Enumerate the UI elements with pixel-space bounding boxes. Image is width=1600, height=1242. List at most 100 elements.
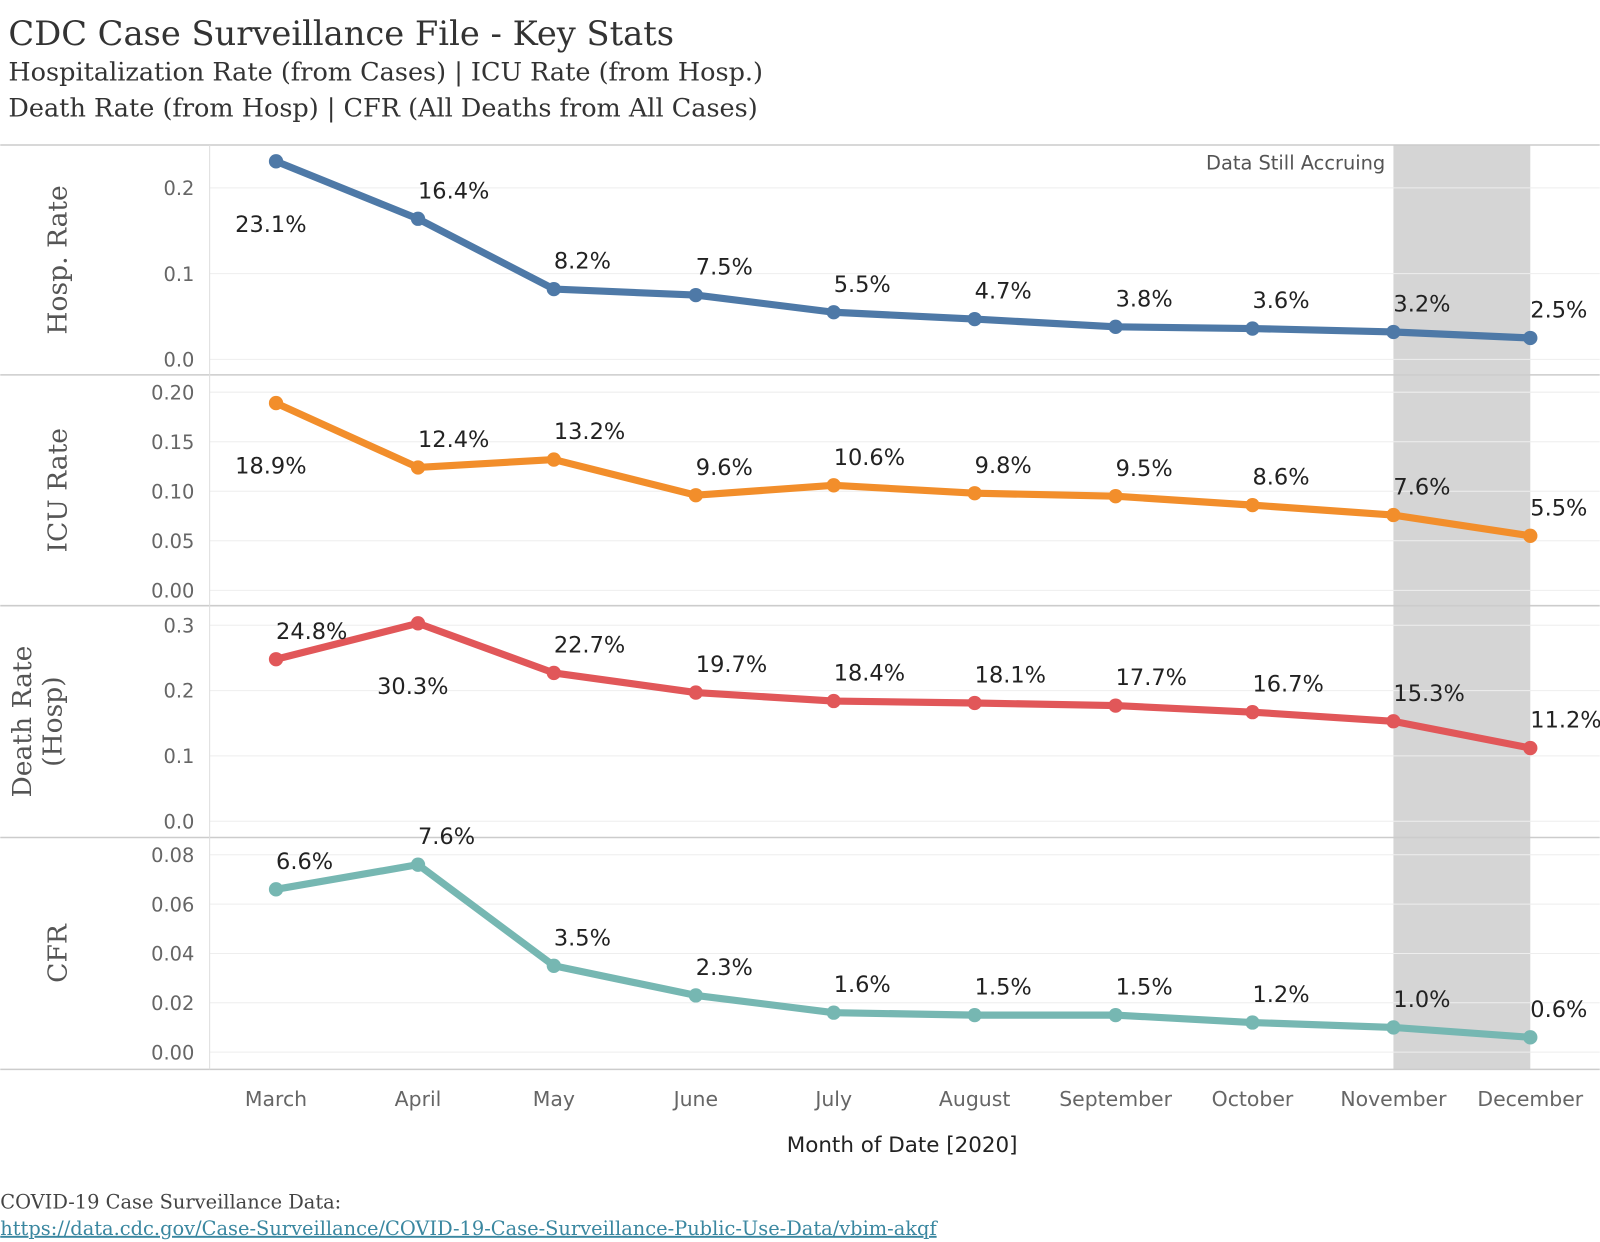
data-label: 19.7% [696, 652, 767, 678]
y-tick-label: 0.0 [163, 810, 194, 833]
data-point [268, 882, 284, 897]
data-point [688, 685, 703, 700]
y-tick-label: 0.1 [163, 745, 194, 768]
data-label: 1.5% [975, 975, 1032, 1001]
data-point [1108, 698, 1123, 713]
data-label: 3.6% [1252, 288, 1309, 314]
data-label: 8.2% [554, 249, 611, 275]
data-label: 3.5% [554, 925, 611, 951]
data-label: 6.6% [276, 849, 333, 875]
data-label: 1.0% [1393, 987, 1450, 1013]
x-tick-label: October [1212, 1087, 1294, 1111]
x-axis-title: Month of Date [2020] [787, 1133, 1018, 1158]
data-point [410, 460, 426, 475]
series-line-1 [274, 399, 1531, 540]
y-axis-label: CFR [43, 923, 74, 983]
y-tick-label: 0.1 [163, 263, 194, 286]
x-tick-label: August [939, 1087, 1010, 1111]
data-label: 5.5% [834, 272, 891, 298]
data-point [546, 452, 561, 467]
data-label: 5.5% [1530, 495, 1587, 521]
series-line-2 [275, 619, 1531, 752]
y-tick-label: 0.20 [151, 381, 194, 404]
x-tick-label: May [533, 1087, 575, 1111]
data-label: 7.6% [1393, 475, 1450, 501]
y-tick-label: 0.04 [151, 943, 194, 966]
x-tick-label: December [1477, 1087, 1583, 1111]
data-label: 30.3% [377, 674, 448, 700]
series-line-0 [274, 158, 1531, 342]
data-label: 3.2% [1393, 292, 1450, 318]
data-point [1108, 319, 1123, 334]
data-label: 18.1% [975, 663, 1046, 689]
data-point [1245, 1015, 1260, 1030]
data-label: 18.9% [235, 454, 306, 480]
data-point [268, 154, 284, 169]
data-point [826, 1005, 841, 1020]
data-label: 17.7% [1116, 665, 1187, 691]
x-tick-label: November [1340, 1087, 1447, 1111]
data-label: 16.7% [1252, 672, 1323, 698]
data-label: 1.6% [834, 972, 891, 998]
x-tick-label: July [813, 1087, 852, 1111]
data-label: 13.2% [554, 419, 625, 445]
chart-subtitle-1: Hospitalization Rate (from Cases) | ICU … [8, 58, 763, 88]
data-point [546, 281, 561, 297]
data-point [1245, 321, 1260, 336]
data-point [826, 478, 841, 493]
data-point [1523, 740, 1538, 756]
data-point [1245, 497, 1260, 513]
data-label: 10.6% [834, 445, 905, 471]
data-label: 16.4% [418, 178, 489, 204]
x-tick-label: September [1059, 1087, 1172, 1111]
data-label: 9.6% [696, 455, 753, 481]
data-point [410, 211, 426, 226]
data-point [967, 1007, 982, 1023]
data-label: 9.8% [975, 453, 1032, 479]
data-point [410, 616, 426, 631]
data-point [967, 311, 982, 327]
data-label: 4.7% [975, 279, 1032, 305]
chart-title: CDC Case Surveillance File - Key Stats [8, 14, 674, 53]
y-tick-label: 0.2 [163, 680, 194, 703]
data-point [546, 958, 561, 973]
data-label: 11.2% [1530, 708, 1600, 734]
data-point [410, 857, 426, 872]
x-tick-label: March [245, 1087, 307, 1111]
annotation-data-still-accruing: Data Still Accruing [1206, 152, 1385, 175]
data-point [826, 693, 841, 709]
data-point [1245, 704, 1260, 720]
source-link[interactable]: https://data.cdc.gov/Case-Surveillance/C… [0, 1217, 938, 1240]
data-label: 9.5% [1116, 456, 1173, 482]
data-label: 7.6% [418, 824, 475, 850]
y-tick-label: 0.02 [151, 992, 194, 1015]
y-tick-label: 0.08 [151, 844, 194, 867]
data-label: 2.3% [696, 955, 753, 981]
series-line-3 [275, 861, 1531, 1041]
y-tick-label: 0.3 [163, 614, 194, 637]
data-point [826, 305, 841, 320]
data-point [1108, 489, 1123, 504]
y-tick-label: 0.2 [163, 177, 194, 200]
data-point [1523, 330, 1538, 346]
data-point [268, 395, 284, 411]
data-label: 1.5% [1116, 975, 1173, 1001]
y-tick-label: 0.00 [151, 1041, 194, 1064]
data-point [268, 652, 284, 667]
y-tick-label: 0.05 [151, 530, 194, 553]
data-point [688, 287, 703, 303]
x-tick-label: June [672, 1087, 718, 1111]
data-label: 24.8% [276, 619, 347, 645]
y-tick-label: 0.0 [163, 349, 194, 372]
data-label: 22.7% [554, 633, 625, 659]
data-point [1523, 1030, 1538, 1045]
data-label: 3.8% [1116, 286, 1173, 312]
data-label: 12.4% [418, 427, 489, 453]
data-point [967, 486, 982, 501]
data-label: 2.5% [1530, 298, 1587, 324]
y-tick-label: 0.06 [151, 893, 194, 916]
data-label: 7.5% [696, 255, 753, 281]
shaded-region [1393, 145, 1531, 1070]
data-label: 1.2% [1252, 982, 1309, 1008]
